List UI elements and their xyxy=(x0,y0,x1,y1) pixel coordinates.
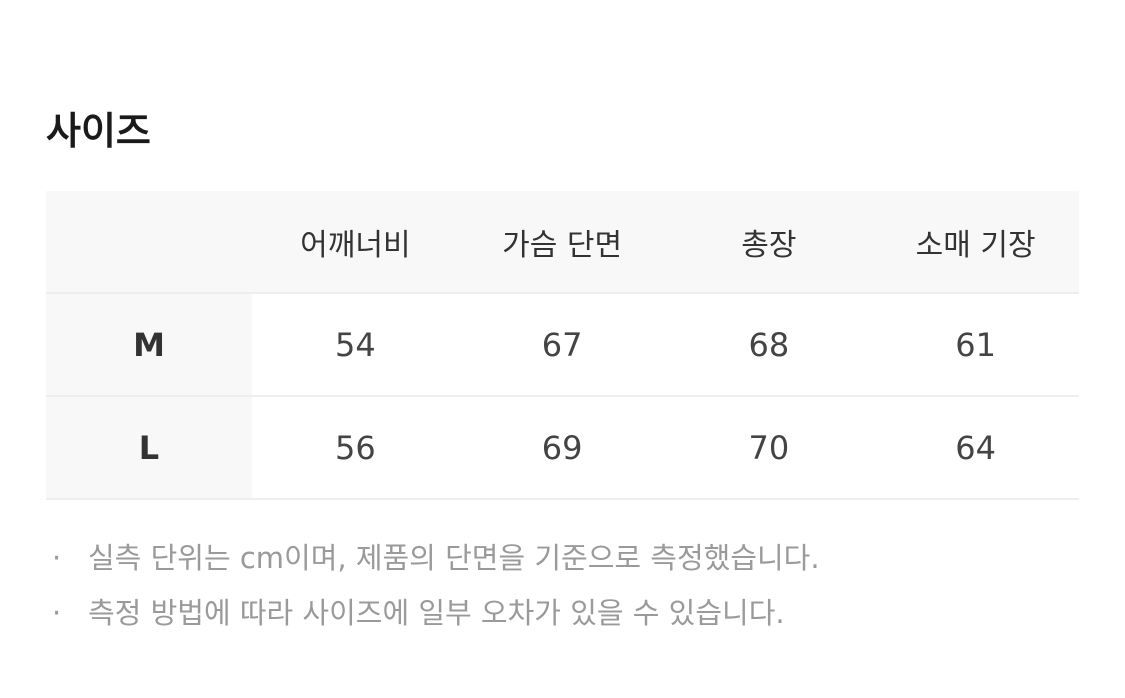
table-cell: 56 xyxy=(252,396,459,500)
note-item: · 실측 단위는 cm이며, 제품의 단면을 기준으로 측정했습니다. xyxy=(46,533,820,588)
size-notes: · 실측 단위는 cm이며, 제품의 단면을 기준으로 측정했습니다. · 측정… xyxy=(46,533,820,643)
table-cell: 61 xyxy=(872,293,1079,397)
size-label: M xyxy=(46,293,252,397)
table-cell: 54 xyxy=(252,293,459,397)
table-row: L 56 69 70 64 xyxy=(46,396,1079,500)
header-empty xyxy=(46,191,252,294)
table-header-row: 어깨너비 가슴 단면 총장 소매 기장 xyxy=(46,191,1079,294)
header-total-length: 총장 xyxy=(665,191,873,294)
table-cell: 64 xyxy=(872,396,1079,500)
table-cell: 69 xyxy=(458,396,666,500)
header-chest-width: 가슴 단면 xyxy=(458,191,666,294)
header-sleeve-length: 소매 기장 xyxy=(872,191,1079,294)
table-cell: 67 xyxy=(458,293,666,397)
note-text: 측정 방법에 따라 사이즈에 일부 오차가 있을 수 있습니다. xyxy=(88,596,785,630)
size-table: 어깨너비 가슴 단면 총장 소매 기장 M 54 67 68 61 L 56 6… xyxy=(46,191,1079,500)
table-cell: 70 xyxy=(665,396,873,500)
size-label: L xyxy=(46,396,252,500)
table-row: M 54 67 68 61 xyxy=(46,293,1079,397)
table-cell: 68 xyxy=(665,293,873,397)
bullet-icon: · xyxy=(52,596,62,630)
bullet-icon: · xyxy=(52,541,62,575)
header-shoulder-width: 어깨너비 xyxy=(252,191,459,294)
note-text: 실측 단위는 cm이며, 제품의 단면을 기준으로 측정했습니다. xyxy=(88,541,820,575)
note-item: · 측정 방법에 따라 사이즈에 일부 오차가 있을 수 있습니다. xyxy=(46,588,820,643)
section-title: 사이즈 xyxy=(46,109,151,153)
